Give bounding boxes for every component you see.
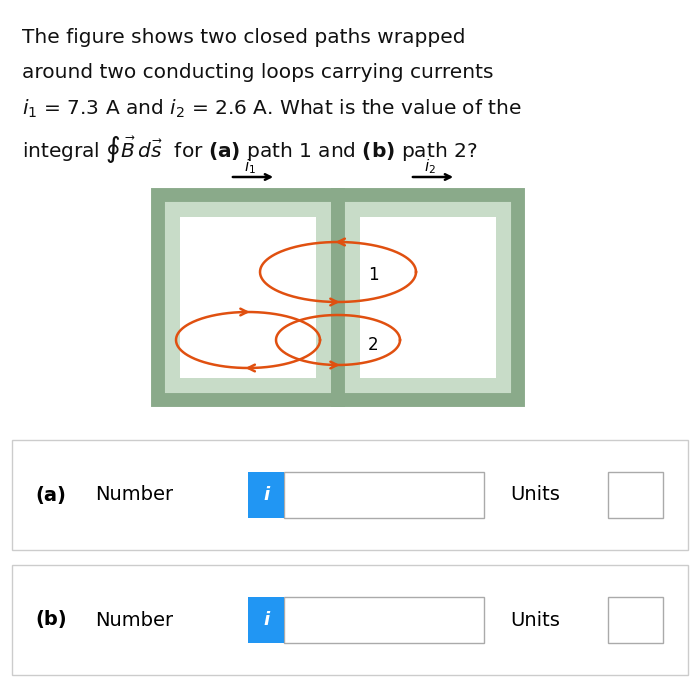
Text: integral $\oint \vec{B}\,d\vec{s}$  for $\mathbf{(a)}$ path 1 and $\mathbf{(b)}$: integral $\oint \vec{B}\,d\vec{s}$ for $… <box>22 133 477 165</box>
Text: around two conducting loops carrying currents: around two conducting loops carrying cur… <box>22 63 493 82</box>
Bar <box>284 472 484 518</box>
Text: Number: Number <box>95 486 173 504</box>
Text: $i_2$: $i_2$ <box>424 157 436 176</box>
Bar <box>248 472 284 518</box>
Text: ◇: ◇ <box>630 488 640 502</box>
Text: i: i <box>263 611 269 629</box>
Text: $i_1$: $i_1$ <box>244 157 256 176</box>
Text: i: i <box>263 486 269 504</box>
Bar <box>360 217 496 378</box>
Bar <box>338 195 518 400</box>
Bar <box>284 597 484 643</box>
Text: ◇: ◇ <box>630 613 640 627</box>
Text: $i_1$ = 7.3 A and $i_2$ = 2.6 A. What is the value of the: $i_1$ = 7.3 A and $i_2$ = 2.6 A. What is… <box>22 98 522 121</box>
Text: Units: Units <box>510 486 560 504</box>
Bar <box>158 195 338 400</box>
Bar <box>608 472 663 518</box>
Text: Number: Number <box>95 610 173 630</box>
Text: (b): (b) <box>35 610 66 630</box>
Bar <box>12 440 688 550</box>
Text: 2: 2 <box>368 336 379 354</box>
Text: The figure shows two closed paths wrapped: The figure shows two closed paths wrappe… <box>22 28 466 47</box>
Bar <box>248 597 284 643</box>
Text: (a): (a) <box>35 486 66 504</box>
Bar <box>12 565 688 675</box>
Text: 1: 1 <box>368 266 379 284</box>
Bar <box>608 597 663 643</box>
Bar <box>180 217 316 378</box>
Text: Units: Units <box>510 610 560 630</box>
